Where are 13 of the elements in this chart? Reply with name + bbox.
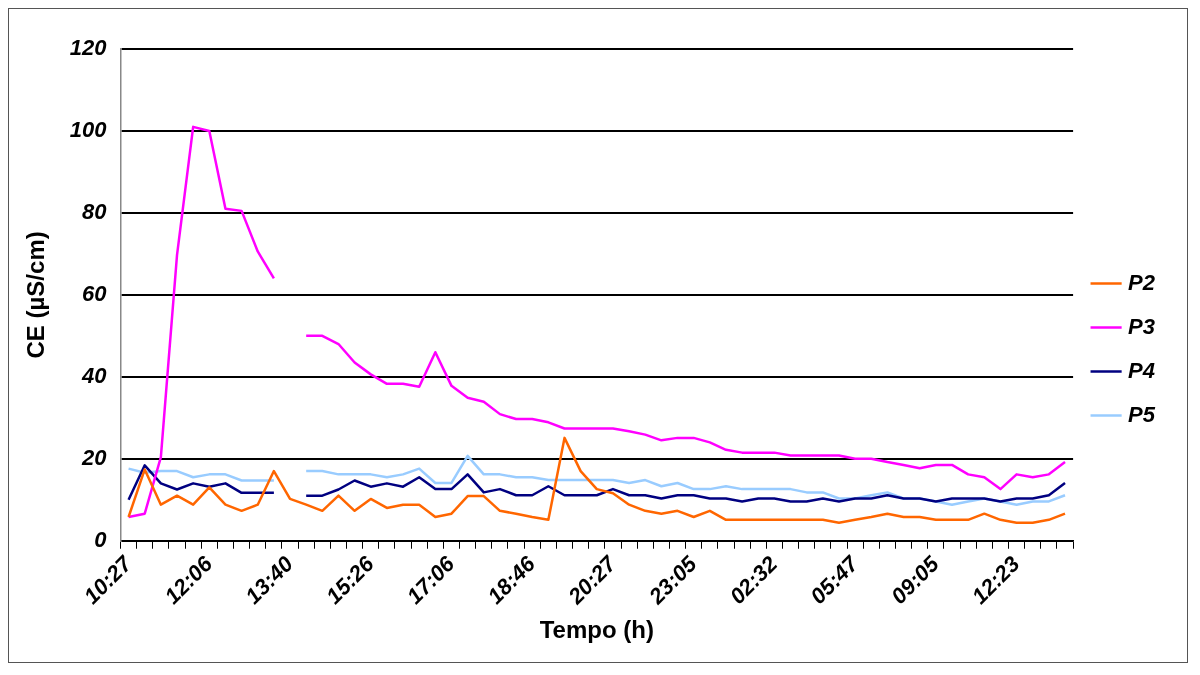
legend-label: P5 — [1128, 401, 1156, 427]
legend-label: P3 — [1128, 313, 1156, 339]
y-tick-label: 120 — [69, 35, 108, 61]
legend-label: P4 — [1128, 357, 1156, 383]
y-tick-label: 20 — [81, 444, 108, 470]
y-tick-label: 80 — [82, 198, 108, 224]
y-axis-title: CE (µS/cm) — [22, 231, 50, 359]
y-tick-label: 100 — [69, 117, 108, 143]
legend-label: P2 — [1128, 269, 1156, 295]
x-axis-title: Tempo (h) — [539, 616, 654, 644]
y-tick-label: 40 — [81, 362, 108, 388]
y-tick-label: 60 — [82, 280, 108, 306]
y-tick-label: 0 — [94, 526, 108, 552]
